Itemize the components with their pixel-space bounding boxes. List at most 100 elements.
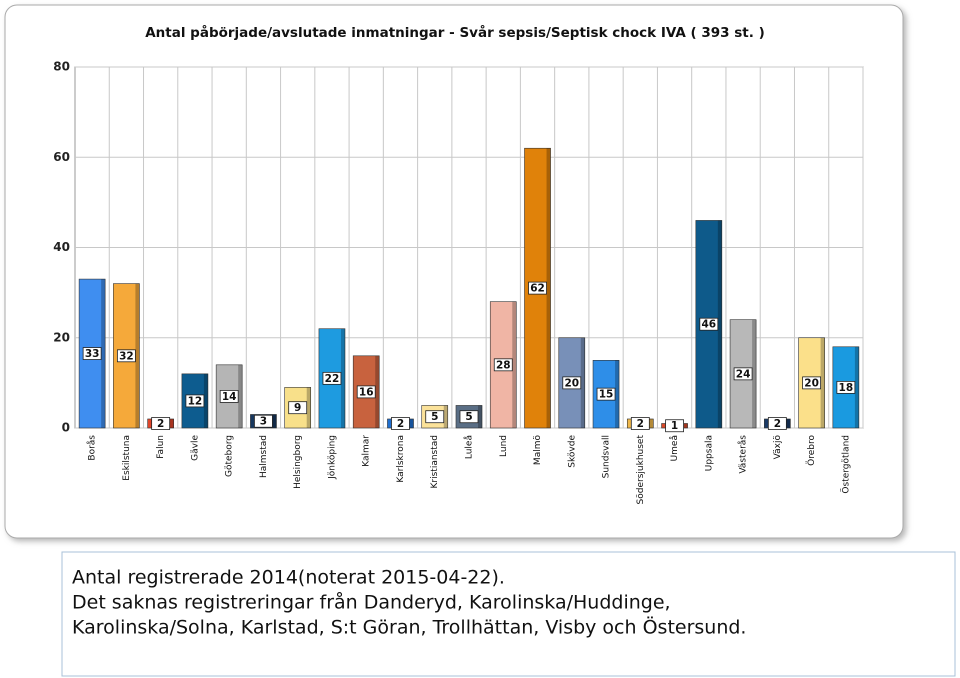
- bar-shade: [340, 328, 345, 428]
- value-label-box: [185, 394, 205, 408]
- value-label-box: [322, 371, 342, 385]
- x-tick-label: Borås: [87, 435, 98, 461]
- value-label-box: [699, 317, 719, 331]
- y-tick-label: 0: [62, 421, 70, 435]
- value-label-box: [767, 417, 787, 430]
- value-label: 16: [359, 386, 374, 398]
- value-label: 22: [325, 373, 340, 385]
- x-tick-label: Göteborg: [225, 435, 235, 477]
- bar-shade: [615, 360, 620, 428]
- bar-shade: [101, 279, 106, 428]
- value-label: 46: [702, 319, 717, 331]
- bar-shade: [306, 387, 311, 428]
- value-label: 20: [804, 377, 819, 389]
- value-label: 20: [564, 377, 579, 389]
- value-label-box: [254, 414, 273, 428]
- value-label: 2: [774, 418, 781, 430]
- bar-shade: [683, 423, 688, 428]
- x-tick-label: Skövde: [567, 435, 577, 468]
- value-label-box: [288, 401, 308, 415]
- value-label-box: [630, 417, 650, 430]
- x-tick-label: Umeå: [669, 435, 680, 461]
- value-label: 3: [260, 416, 267, 428]
- value-label-box: [151, 417, 171, 430]
- value-label-box: [802, 376, 822, 390]
- caption: Antal registrerade 2014(noterat 2015-04-…: [72, 567, 746, 639]
- x-tick-label: Karlskrona: [396, 435, 406, 483]
- y-tick-label: 20: [53, 330, 70, 344]
- x-tick-label: Södersjukhuset: [636, 435, 646, 505]
- value-label-box: [82, 347, 102, 360]
- chart-title: Antal påbörjade/avslutade inmatningar - …: [145, 24, 765, 41]
- x-tick-label: Uppsala: [704, 435, 714, 471]
- value-label-box: [219, 390, 239, 403]
- y-tick-label: 60: [53, 150, 70, 164]
- x-tick-label: Helsingborg: [293, 435, 303, 489]
- x-tick-label: Malmö: [533, 435, 543, 466]
- caption-line: Antal registrerade 2014(noterat 2015-04-…: [72, 567, 505, 589]
- bar-shade: [786, 418, 791, 428]
- value-label-box: [665, 419, 684, 433]
- value-label-box: [733, 367, 753, 381]
- value-label: 9: [294, 402, 301, 414]
- value-label: 62: [530, 283, 545, 295]
- value-label-box: [459, 410, 479, 424]
- value-label: 12: [188, 395, 203, 407]
- caption-line: Det saknas registreringar från Danderyd,…: [72, 591, 671, 614]
- x-tick-label: Eskilstuna: [122, 435, 132, 481]
- value-label-box: [836, 380, 856, 394]
- x-tick-label: Sundsvall: [602, 435, 612, 478]
- value-label: 24: [736, 368, 751, 380]
- bar-shade: [820, 337, 825, 428]
- bar-shade: [375, 355, 380, 428]
- value-label-box: [116, 349, 136, 363]
- bar-shade: [478, 405, 483, 428]
- value-label: 28: [496, 359, 511, 371]
- value-label: 32: [119, 350, 134, 362]
- bar-shade: [443, 405, 448, 428]
- value-label: 5: [431, 411, 438, 423]
- y-tick-label: 80: [53, 60, 70, 74]
- value-label-box: [493, 358, 513, 372]
- value-label: 33: [85, 348, 100, 360]
- bar-shade: [203, 373, 208, 428]
- x-tick-label: Falun: [156, 435, 166, 459]
- bar-shade: [752, 319, 757, 428]
- x-tick-label: Kristianstad: [430, 435, 440, 489]
- value-label-box: [528, 281, 547, 295]
- plot: 020406080Borås33Eskilstuna32Falun2Gävle1…: [53, 60, 864, 505]
- x-tick-label: Västerås: [738, 435, 749, 474]
- x-tick-label: Kalmar: [362, 435, 372, 467]
- bar-shade: [580, 337, 585, 428]
- bar-shade: [169, 418, 174, 428]
- value-label-box: [356, 385, 376, 399]
- bar-shade: [272, 414, 277, 428]
- value-label-box: [562, 376, 582, 390]
- bar-shade: [546, 148, 551, 428]
- bar-shade: [649, 418, 654, 428]
- x-tick-label: Jönköping: [327, 435, 337, 480]
- x-tick-label: Örebro: [806, 435, 817, 466]
- value-label: 1: [671, 420, 678, 432]
- bar-shade: [512, 301, 517, 428]
- y-tick-label: 40: [53, 240, 70, 254]
- value-label: 5: [465, 411, 472, 423]
- x-tick-label: Halmstad: [259, 435, 269, 478]
- value-label: 2: [397, 418, 404, 430]
- value-label: 15: [599, 389, 614, 401]
- value-label-box: [596, 387, 616, 401]
- value-label: 18: [839, 382, 854, 394]
- bar-shade: [717, 220, 722, 428]
- value-label: 2: [637, 418, 644, 430]
- x-tick-label: Luleå: [464, 435, 475, 459]
- bar-shade: [409, 418, 414, 428]
- x-tick-label: Lund: [499, 435, 509, 457]
- caption-line: Karolinska/Solna, Karlstad, S:t Göran, T…: [72, 616, 746, 639]
- value-label-box: [425, 410, 445, 424]
- x-tick-label: Växjö: [773, 435, 783, 460]
- bar-shade: [854, 346, 859, 428]
- bar-shade: [135, 283, 140, 428]
- x-tick-label: Östergötland: [840, 435, 851, 494]
